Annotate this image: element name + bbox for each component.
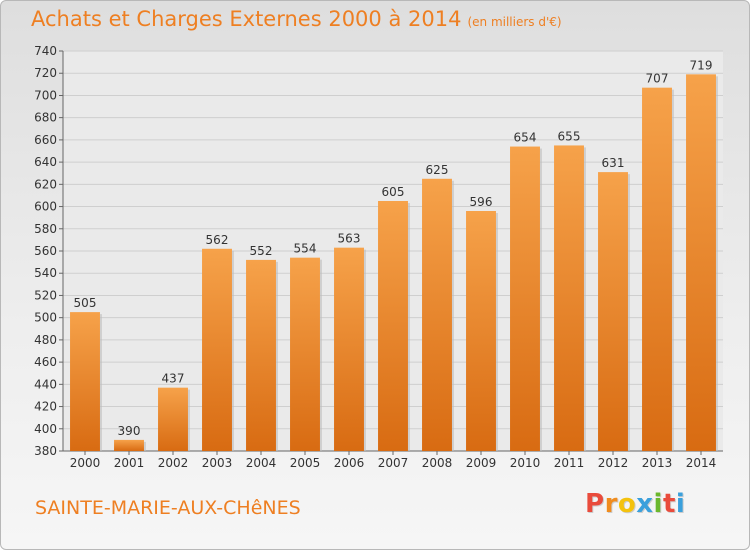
bar-value-label: 625	[426, 163, 449, 177]
y-tick-label: 540	[34, 266, 57, 280]
bar-value-label: 390	[118, 424, 141, 438]
bar-2005	[290, 257, 320, 451]
bar-chart: 380 400 420 440 460 480 500 520 540 560 580 600 620 6…	[34, 44, 723, 470]
y-tick-label: 440	[34, 377, 57, 391]
bar-value-label: 605	[382, 185, 405, 199]
y-tick-label: 620	[34, 177, 57, 191]
y-tick-label: 520	[34, 288, 57, 302]
logo-letter: i	[653, 489, 663, 519]
logo-letter: o	[617, 489, 637, 519]
bar-2013	[642, 87, 672, 452]
y-tick-label: 380	[34, 444, 57, 458]
bar-2012	[598, 172, 628, 451]
proxiti-logo: Proxiti	[585, 489, 685, 519]
commune-name: SAINTE-MARIE-AUX-CHêNES	[35, 497, 301, 519]
bar-2001	[114, 439, 144, 451]
bar-value-label: 654	[514, 131, 537, 145]
y-tick-label: 560	[34, 244, 57, 258]
bar-value-label: 631	[602, 156, 625, 170]
y-tick-label: 680	[34, 111, 57, 125]
bar-value-label: 655	[558, 129, 581, 143]
x-tick-label: 2004	[246, 456, 277, 470]
y-tick-label: 600	[34, 200, 57, 214]
y-tick-label: 720	[34, 66, 57, 80]
x-tick-label: 2012	[598, 456, 629, 470]
bar-value-label: 505	[74, 296, 97, 310]
logo-letter: x	[636, 489, 654, 519]
bar-value-label: 552	[250, 244, 273, 258]
bar-2000	[70, 312, 100, 451]
y-tick-label: 400	[34, 422, 57, 436]
y-tick-label: 500	[34, 311, 57, 325]
y-tick-label: 420	[34, 400, 57, 414]
bar-2014	[686, 74, 716, 451]
bar-2004	[246, 259, 276, 451]
bar-value-label: 563	[338, 232, 361, 246]
y-tick-label: 460	[34, 355, 57, 369]
x-tick-label: 2001	[114, 456, 145, 470]
x-tick-label: 2000	[70, 456, 101, 470]
chart-title-text: Achats et Charges Externes 2000 à 2014	[31, 7, 462, 31]
bar-2010	[510, 146, 540, 452]
x-tick-label: 2010	[510, 456, 541, 470]
x-tick-label: 2007	[378, 456, 409, 470]
y-tick-label: 660	[34, 133, 57, 147]
bar-value-label: 707	[646, 72, 669, 86]
x-tick-label: 2006	[334, 456, 365, 470]
logo-letter: r	[604, 489, 618, 519]
bar-2006	[334, 247, 364, 451]
x-tick-label: 2003	[202, 456, 233, 470]
bar-value-label: 554	[294, 242, 317, 256]
bar-2007	[378, 201, 408, 451]
bar-value-label: 596	[470, 195, 493, 209]
logo-letter: t	[662, 489, 676, 519]
y-tick-label: 700	[34, 88, 57, 102]
bar-value-label: 562	[206, 233, 229, 247]
bar-2009	[466, 211, 496, 451]
logo-letter: P	[585, 489, 605, 519]
x-tick-label: 2011	[554, 456, 585, 470]
y-tick-label: 640	[34, 155, 57, 169]
bar-2011	[554, 145, 584, 451]
x-tick-label: 2005	[290, 456, 321, 470]
bar-value-label: 719	[690, 58, 713, 72]
chart-subtitle: (en milliers d'€)	[467, 15, 562, 29]
y-tick-label: 580	[34, 222, 57, 236]
chart-title: Achats et Charges Externes 2000 à 2014 (e…	[31, 7, 562, 31]
logo-letter: i	[675, 489, 686, 519]
x-tick-label: 2002	[158, 456, 189, 470]
bar-2003	[202, 248, 232, 451]
x-tick-label: 2009	[466, 456, 497, 470]
bar-value-label: 437	[162, 372, 185, 386]
y-tick-label: 740	[34, 44, 57, 58]
x-tick-label: 2013	[642, 456, 673, 470]
bar-2008	[422, 178, 452, 451]
y-tick-label: 480	[34, 333, 57, 347]
x-tick-label: 2014	[686, 456, 717, 470]
x-tick-label: 2008	[422, 456, 453, 470]
bar-2002	[158, 387, 188, 451]
